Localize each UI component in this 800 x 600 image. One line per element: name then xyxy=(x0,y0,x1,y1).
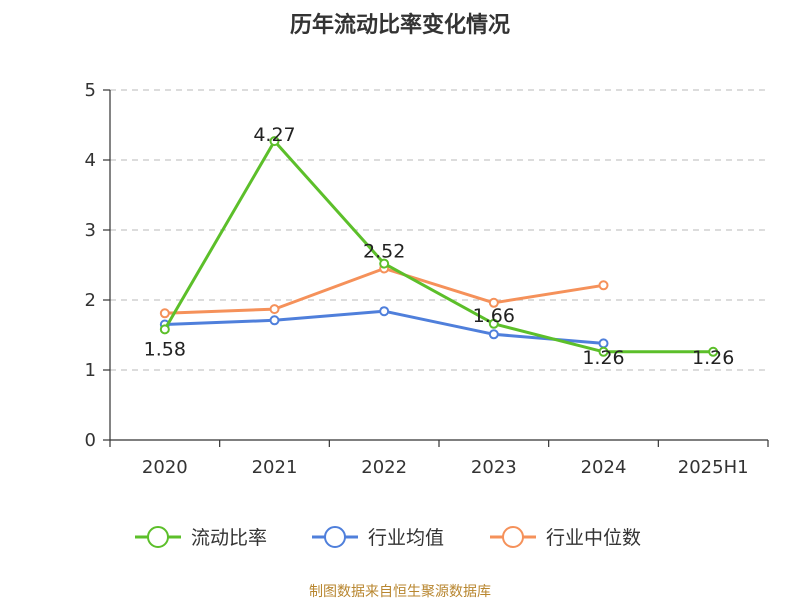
series-point-0 xyxy=(269,136,280,147)
legend-item-1[interactable]: 行业均值 xyxy=(312,526,444,549)
data-label: 1.26 xyxy=(582,347,624,369)
chart-title: 历年流动比率变化情况 xyxy=(290,12,510,38)
legend-swatch-marker xyxy=(502,526,524,548)
series-line-0 xyxy=(163,139,714,354)
legend-label: 流动比率 xyxy=(191,527,267,549)
data-labels: 1.58 4.27 2.52 1.66 1.26 1.26 xyxy=(144,124,735,369)
y-tick-label: 0 xyxy=(85,430,96,451)
legend-label: 行业均值 xyxy=(368,527,444,549)
series-point-2 xyxy=(269,304,280,315)
grid-lines xyxy=(110,89,768,371)
data-label: 1.26 xyxy=(692,347,734,369)
series-point-0 xyxy=(598,346,609,357)
series-point-0 xyxy=(488,318,499,329)
x-tick-label: 2023 xyxy=(471,457,517,478)
series-point-1 xyxy=(488,329,499,340)
series-point-0 xyxy=(708,346,719,357)
series-point-0 xyxy=(159,324,170,335)
data-label: 2.52 xyxy=(363,241,405,263)
data-label: 4.27 xyxy=(253,124,295,146)
series-point-1 xyxy=(379,306,390,317)
series-point-2 xyxy=(159,308,170,319)
x-tick-label: 2025H1 xyxy=(678,457,749,478)
data-label: 1.58 xyxy=(144,338,186,360)
legend-swatch-marker xyxy=(324,526,346,548)
legend-swatch-marker xyxy=(147,526,169,548)
series-point-2 xyxy=(598,280,609,291)
legend-label: 行业中位数 xyxy=(546,527,641,549)
axes: 0 1 2 3 4 5 2020 2021 2022 2023 2024 2025H1 xyxy=(85,80,769,478)
series-point-1 xyxy=(269,315,280,326)
x-tick-label: 2024 xyxy=(581,457,627,478)
legend-item-0[interactable]: 流动比率 xyxy=(135,526,267,549)
y-tick-label: 4 xyxy=(85,150,96,171)
x-tick-label: 2022 xyxy=(361,457,407,478)
series-point-0 xyxy=(379,258,390,269)
legend-item-2[interactable]: 行业中位数 xyxy=(490,526,641,549)
data-label: 1.66 xyxy=(473,305,515,327)
series-group xyxy=(159,136,719,357)
y-tick-label: 5 xyxy=(85,80,96,101)
x-tick-label: 2020 xyxy=(142,457,188,478)
series-point-2 xyxy=(488,297,499,308)
x-tick-label: 2021 xyxy=(252,457,298,478)
legend: 流动比率 行业均值 行业中位数 xyxy=(135,526,641,549)
y-tick-label: 3 xyxy=(85,220,96,241)
source-note: 制图数据来自恒生聚源数据库 xyxy=(309,584,491,600)
y-tick-label: 2 xyxy=(85,290,96,311)
y-tick-label: 1 xyxy=(85,360,96,381)
